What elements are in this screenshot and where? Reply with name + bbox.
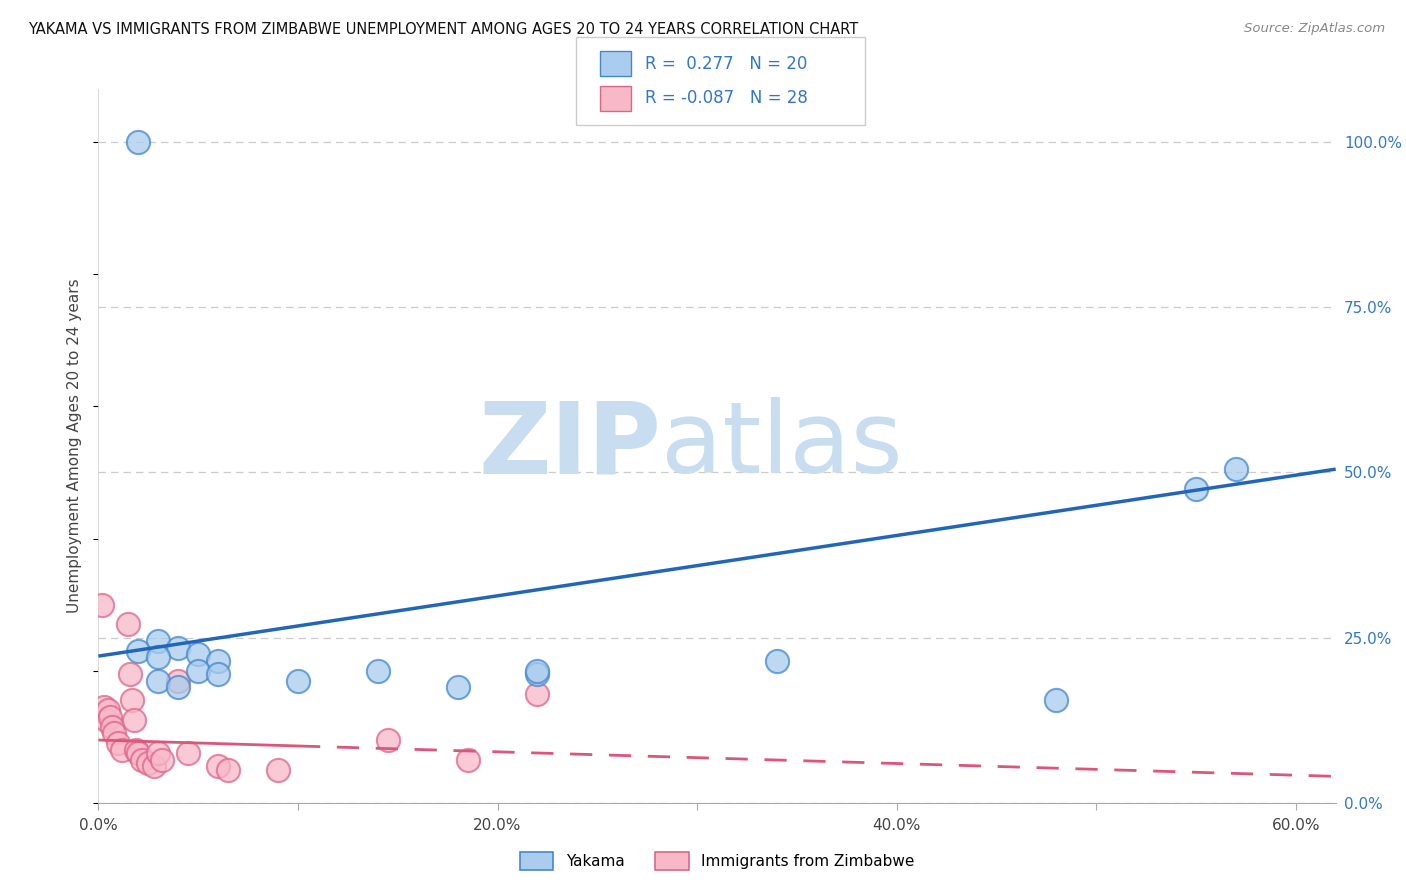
Point xyxy=(177,746,200,760)
Point xyxy=(207,759,229,773)
Point xyxy=(93,700,115,714)
Point xyxy=(127,644,149,658)
Text: R = -0.087   N = 28: R = -0.087 N = 28 xyxy=(645,89,808,107)
Text: R =  0.277   N = 20: R = 0.277 N = 20 xyxy=(645,55,807,73)
Point xyxy=(267,763,290,777)
Text: YAKAMA VS IMMIGRANTS FROM ZIMBABWE UNEMPLOYMENT AMONG AGES 20 TO 24 YEARS CORREL: YAKAMA VS IMMIGRANTS FROM ZIMBABWE UNEMP… xyxy=(28,22,859,37)
Point xyxy=(766,654,789,668)
Point xyxy=(148,673,170,688)
Point xyxy=(143,759,166,773)
Point xyxy=(287,673,309,688)
Point xyxy=(148,746,170,760)
Point xyxy=(187,647,209,661)
Text: atlas: atlas xyxy=(661,398,903,494)
Point xyxy=(377,733,399,747)
Point xyxy=(100,710,122,724)
Point xyxy=(127,135,149,149)
Point xyxy=(127,746,149,760)
Point xyxy=(207,667,229,681)
Point xyxy=(97,703,120,717)
Point xyxy=(526,687,548,701)
Text: Source: ZipAtlas.com: Source: ZipAtlas.com xyxy=(1244,22,1385,36)
Point xyxy=(131,753,153,767)
Point xyxy=(136,756,159,771)
Point xyxy=(167,673,190,688)
Point xyxy=(91,598,114,612)
Point xyxy=(526,667,548,681)
Point xyxy=(111,743,134,757)
Point xyxy=(148,650,170,665)
Point xyxy=(526,664,548,678)
Point xyxy=(167,680,190,694)
Point xyxy=(101,720,124,734)
Point xyxy=(187,664,209,678)
Point xyxy=(121,693,143,707)
Point xyxy=(167,640,190,655)
Point xyxy=(120,667,142,681)
Point xyxy=(446,680,468,694)
Point xyxy=(1045,693,1067,707)
Point xyxy=(148,634,170,648)
Legend: Yakama, Immigrants from Zimbabwe: Yakama, Immigrants from Zimbabwe xyxy=(512,845,922,877)
Text: ZIP: ZIP xyxy=(478,398,661,494)
Point xyxy=(150,753,173,767)
Point xyxy=(217,763,239,777)
Point xyxy=(367,664,389,678)
Point xyxy=(103,726,125,740)
Point xyxy=(457,753,479,767)
Point xyxy=(1185,482,1208,496)
Point xyxy=(207,654,229,668)
Point xyxy=(125,743,148,757)
Point xyxy=(107,736,129,750)
Point xyxy=(124,713,146,727)
Point xyxy=(117,617,139,632)
Point xyxy=(96,713,118,727)
Y-axis label: Unemployment Among Ages 20 to 24 years: Unemployment Among Ages 20 to 24 years xyxy=(67,278,83,614)
Point xyxy=(1225,462,1247,476)
